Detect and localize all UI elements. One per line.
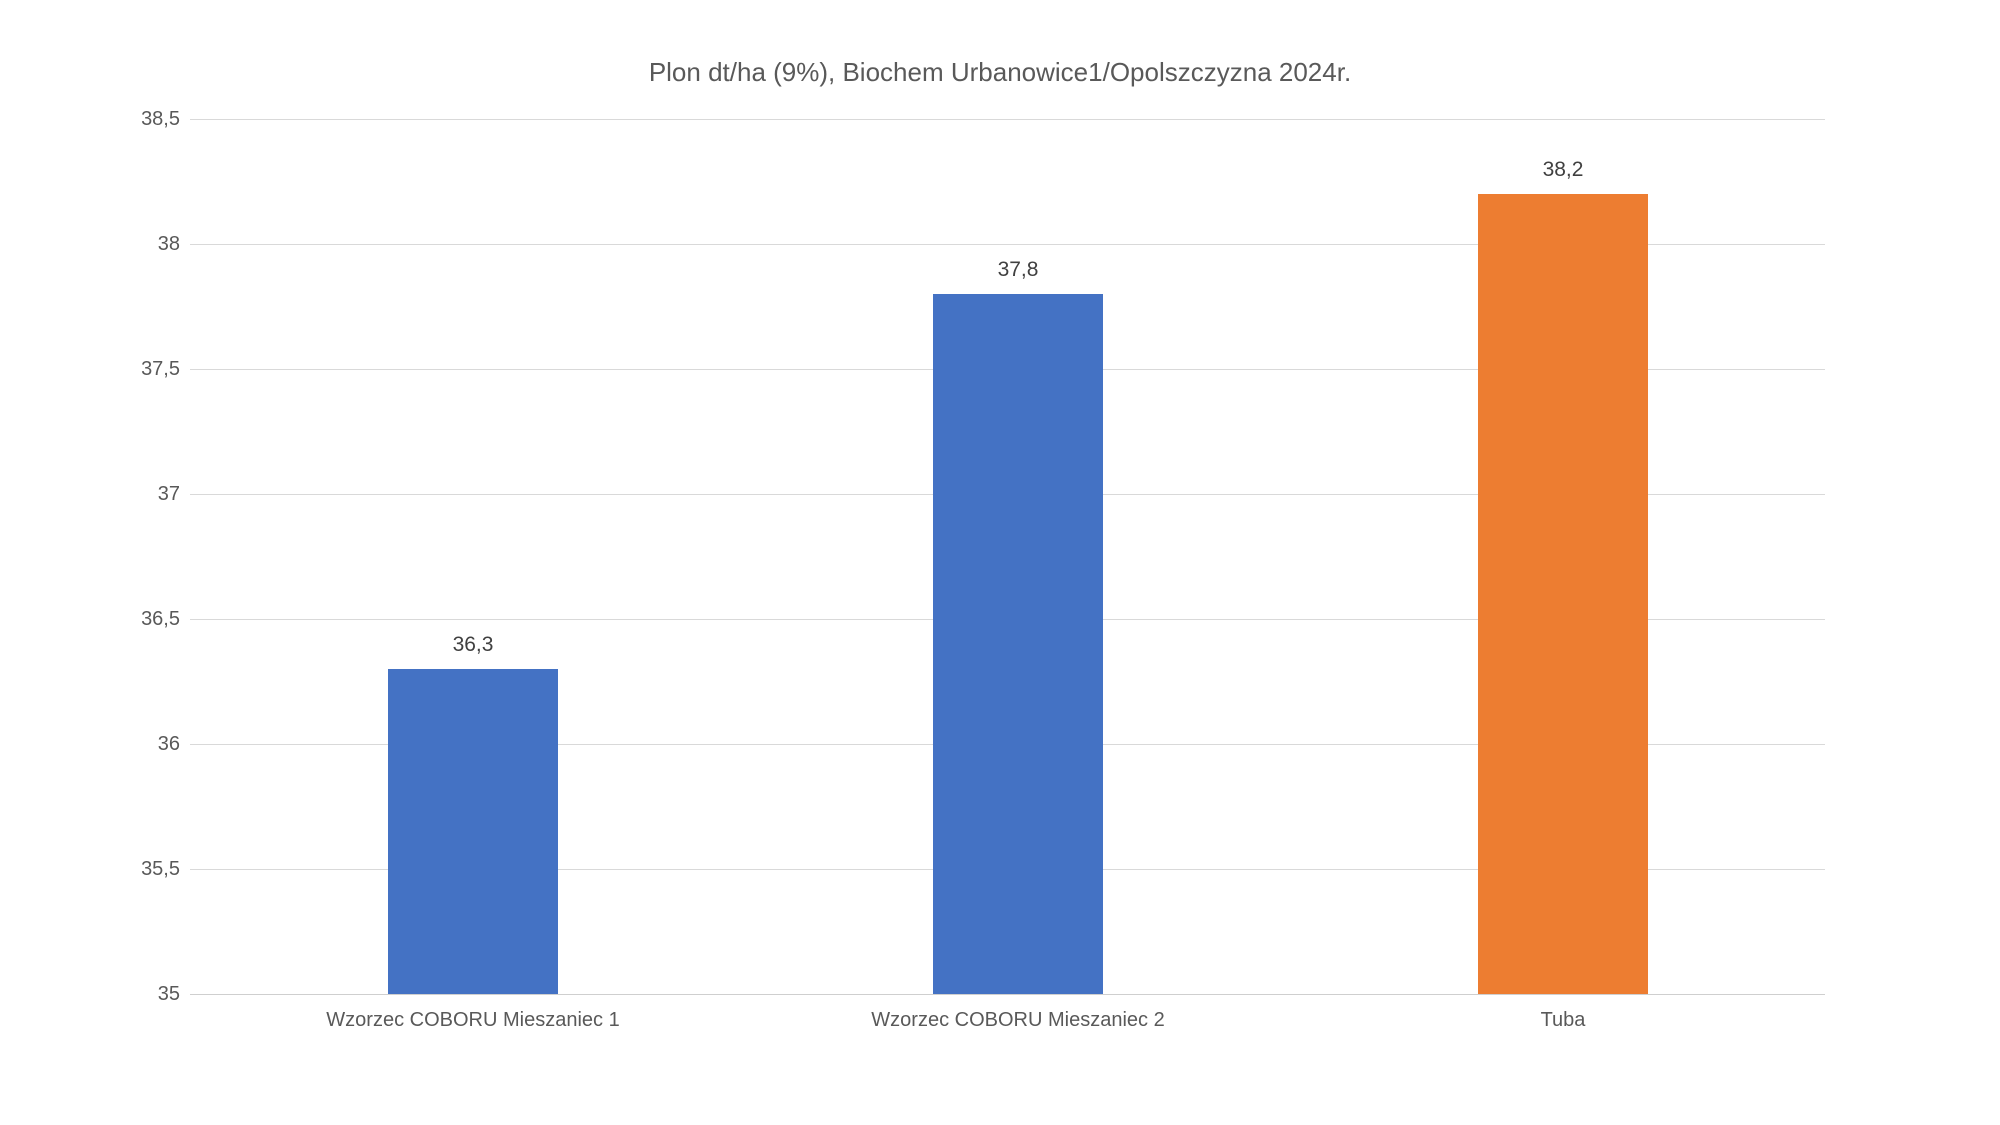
gridline-38 [190, 244, 1825, 245]
bar-Tuba [1478, 194, 1648, 994]
y-tick-label: 37,5 [141, 358, 180, 380]
y-tick-label: 36,5 [141, 608, 180, 630]
gridline-38,5 [190, 119, 1825, 120]
y-tick-label: 36 [157, 733, 180, 755]
data-label: 38,2 [1542, 158, 1584, 181]
category-label: Wzorzec COBORU Mieszaniec 2 [871, 1009, 1165, 1031]
data-label: 37,8 [997, 258, 1039, 281]
bar-Wzorzec COBORU Mieszaniec 2 [933, 294, 1103, 994]
y-tick-label: 38 [157, 233, 180, 255]
y-tick-label: 35 [157, 983, 180, 1005]
category-label: Tuba [1540, 1009, 1586, 1031]
y-tick-label: 37 [157, 483, 180, 505]
y-tick-label: 38,5 [141, 108, 180, 130]
chart-title: Plon dt/ha (9%), Biochem Urbanowice1/Opo… [648, 57, 1352, 87]
bar-Wzorzec COBORU Mieszaniec 1 [388, 669, 558, 994]
gridline-35 [190, 994, 1825, 995]
data-label: 36,3 [452, 633, 494, 656]
category-label: Wzorzec COBORU Mieszaniec 1 [326, 1009, 620, 1031]
y-tick-label: 35,5 [141, 858, 180, 880]
